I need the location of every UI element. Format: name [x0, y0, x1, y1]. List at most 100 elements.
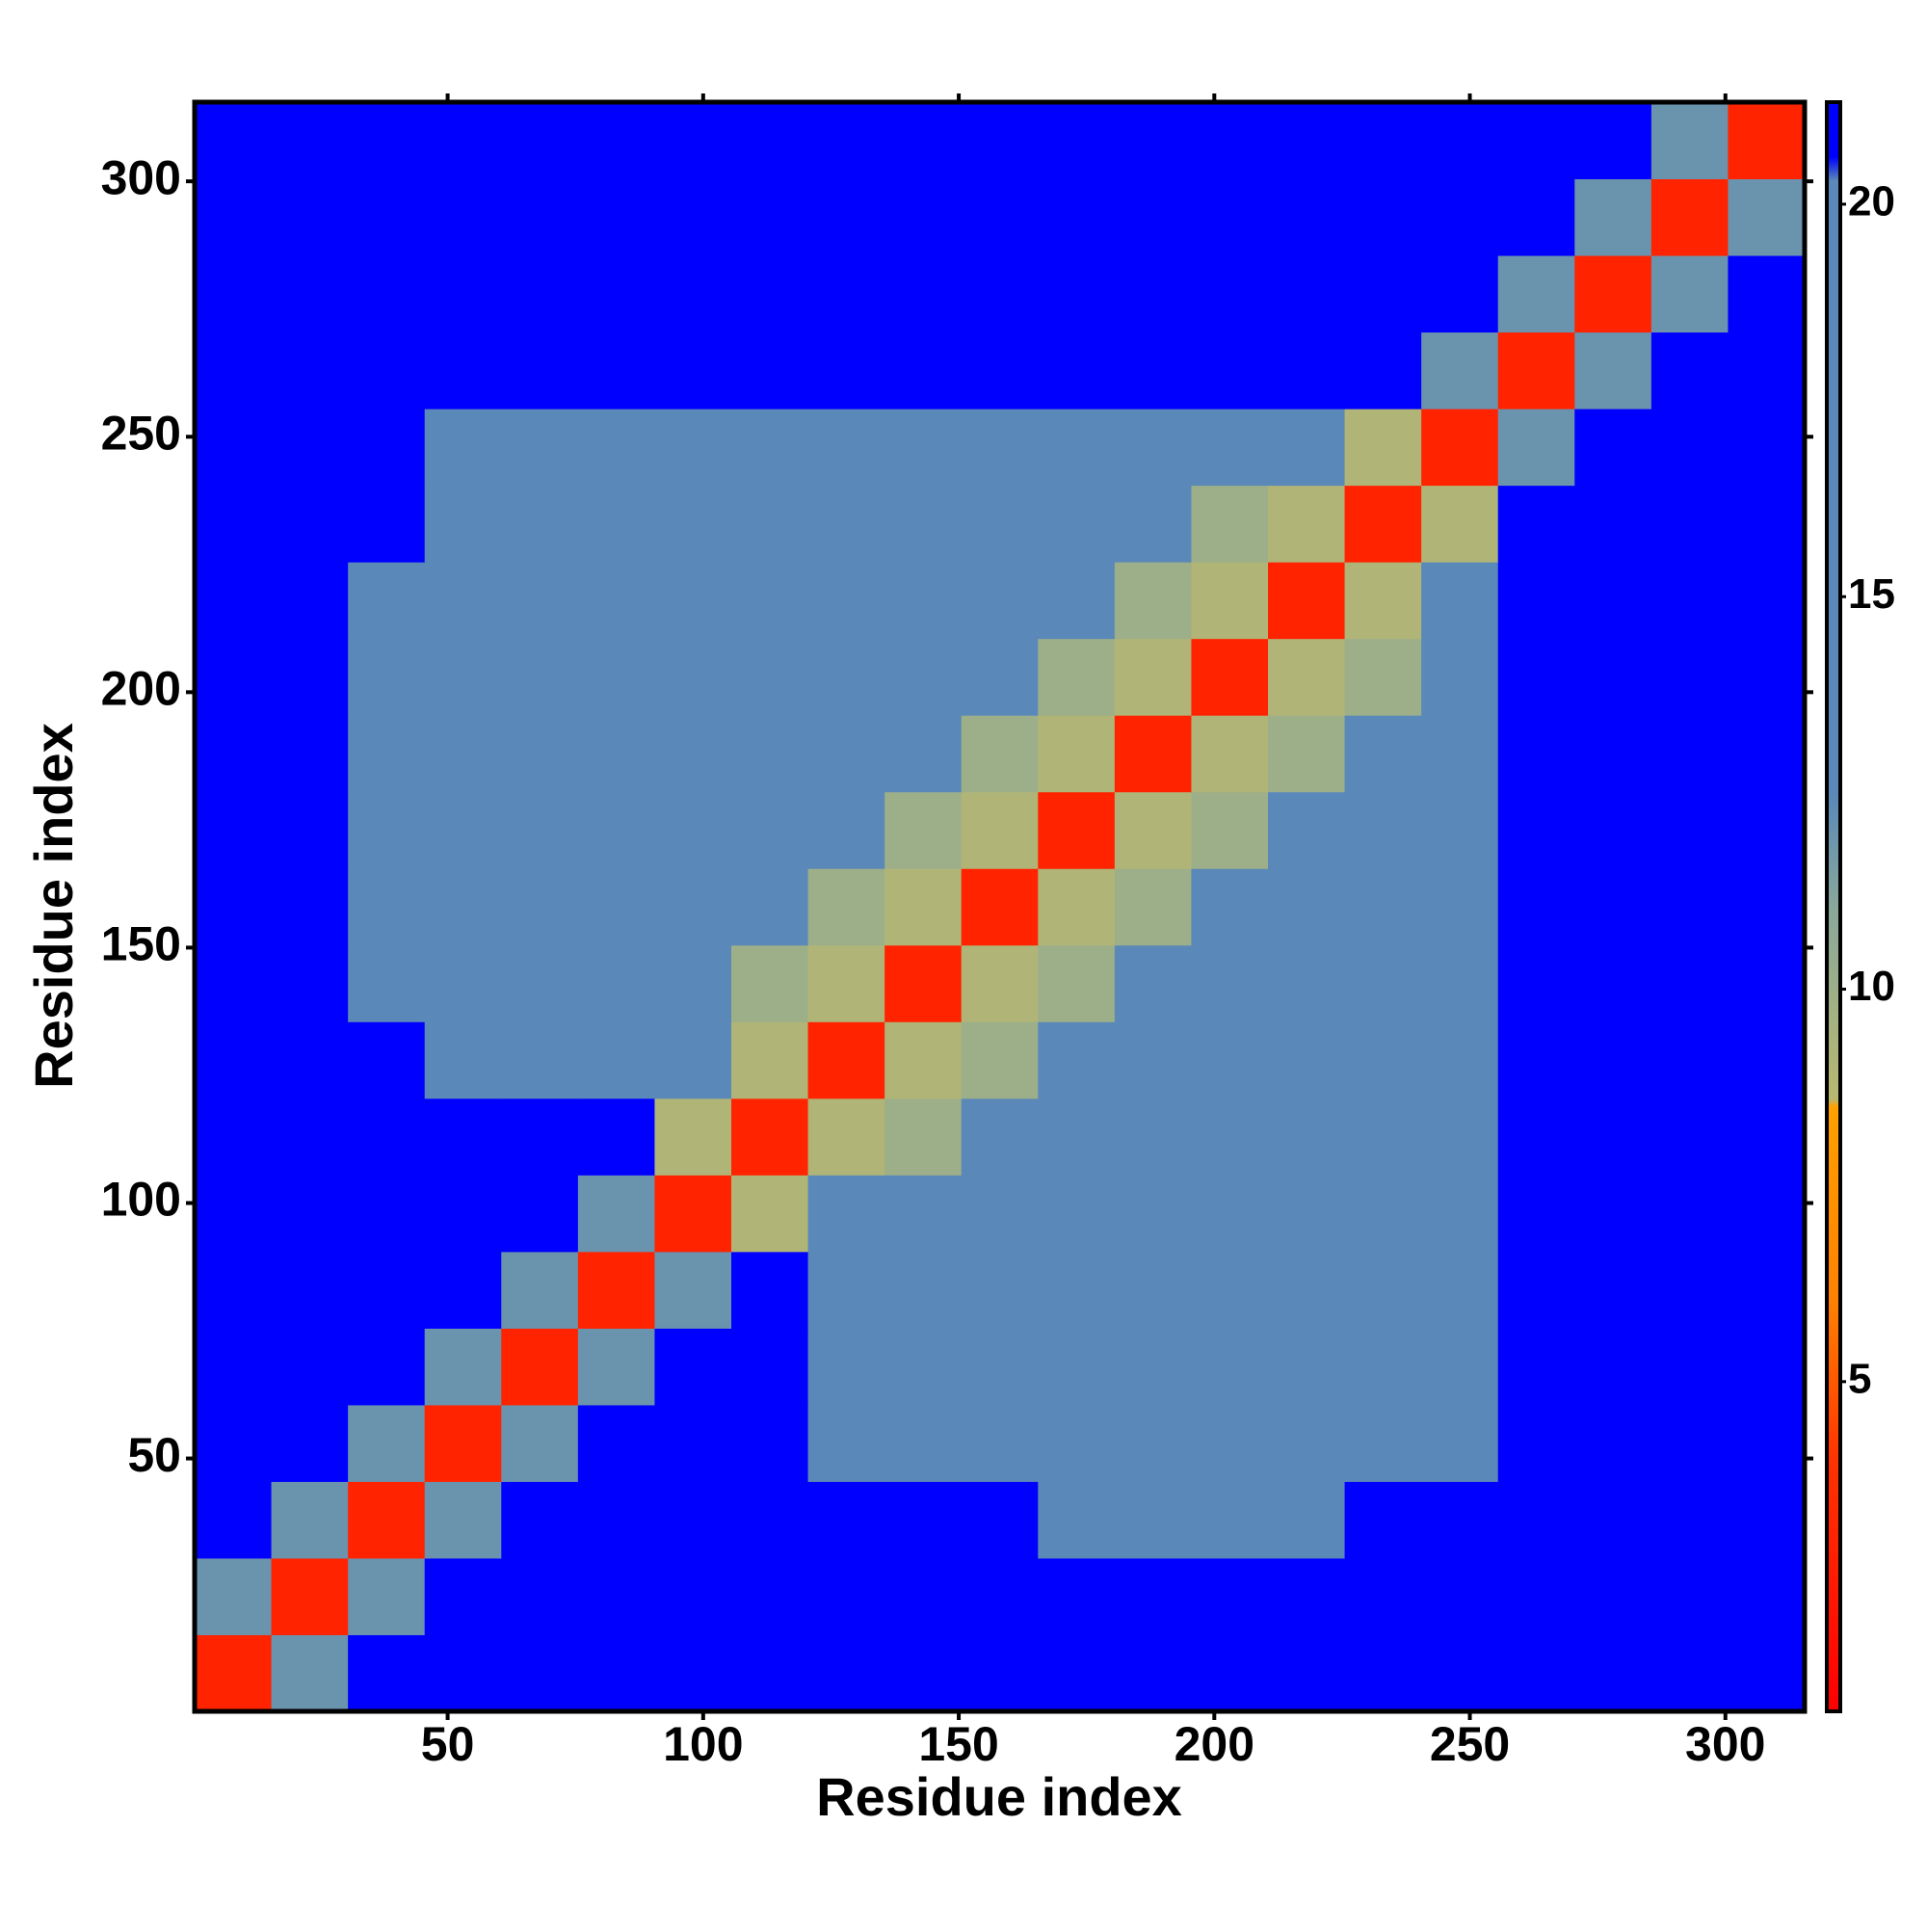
heatmap-cell: [807, 1404, 885, 1482]
heatmap-cell: [1191, 1098, 1269, 1176]
heatmap-cell: [348, 791, 426, 869]
heatmap-cell: [884, 1634, 963, 1712]
heatmap-cell: [1421, 178, 1499, 256]
heatmap-cell: [1114, 331, 1192, 410]
heatmap-cell: [807, 409, 885, 487]
heatmap-cell: [1421, 485, 1499, 563]
heatmap-cell: [1497, 638, 1575, 716]
heatmap-cell: [1421, 1021, 1499, 1099]
heatmap-cell: [1268, 1634, 1346, 1712]
heatmap-cell: [501, 1251, 579, 1329]
heatmap-cell: [1114, 1404, 1192, 1482]
heatmap-cell: [1344, 868, 1422, 946]
heatmap-cell: [884, 1481, 963, 1559]
heatmap-cell: [1344, 409, 1422, 487]
heatmap-cell: [348, 1328, 426, 1406]
heatmap-cell: [807, 1098, 885, 1176]
heatmap-cell: [731, 178, 809, 256]
heatmap-cell: [654, 638, 732, 716]
heatmap-cell: [1497, 1404, 1575, 1482]
heatmap-cell: [271, 102, 349, 180]
heatmap-cell: [195, 638, 273, 716]
heatmap-cell: [501, 868, 579, 946]
heatmap-cell: [501, 178, 579, 256]
heatmap-cell: [501, 944, 579, 1022]
heatmap-cell: [501, 1481, 579, 1559]
y-tick-label: 50: [127, 1428, 181, 1482]
heatmap-cell: [1268, 102, 1346, 180]
heatmap-cell: [1191, 562, 1269, 640]
heatmap-cell: [731, 791, 809, 869]
heatmap-cell: [1574, 1557, 1652, 1635]
heatmap-cell: [654, 331, 732, 410]
heatmap-cell: [1650, 1634, 1729, 1712]
x-tick-label: 100: [663, 1717, 743, 1771]
heatmap-cell: [195, 944, 273, 1022]
heatmap-cell: [1191, 102, 1269, 180]
heatmap-cell: [807, 715, 885, 793]
heatmap-cell: [348, 1634, 426, 1712]
heatmap-cell: [348, 331, 426, 410]
heatmap-cell: [424, 102, 502, 180]
heatmap-cell: [1650, 409, 1729, 487]
heatmap-cell: [1344, 638, 1422, 716]
heatmap-cell: [1268, 331, 1346, 410]
heatmap-cell: [195, 409, 273, 487]
y-tick-label: 250: [101, 406, 181, 460]
heatmap-cell: [1038, 638, 1116, 716]
heatmap-cell: [961, 255, 1039, 333]
heatmap-cell: [807, 868, 885, 946]
heatmap-cell: [654, 255, 732, 333]
heatmap-cell: [884, 331, 963, 410]
heatmap-cell: [807, 1328, 885, 1406]
heatmap-cell: [271, 1175, 349, 1253]
heatmap-cell: [424, 1251, 502, 1329]
heatmap-cell: [577, 102, 655, 180]
heatmap-cell: [1191, 868, 1269, 946]
heatmap-cell: [424, 1557, 502, 1635]
heatmap-cell: [1114, 1557, 1192, 1635]
heatmap-cell: [1497, 1557, 1575, 1635]
heatmap-cell: [807, 1634, 885, 1712]
heatmap-cell: [731, 1328, 809, 1406]
heatmap-cell: [1191, 944, 1269, 1022]
heatmap-cell: [195, 485, 273, 563]
colorbar-tick-label: 15: [1848, 570, 1895, 618]
heatmap-cell: [1421, 1634, 1499, 1712]
heatmap-cell: [1114, 1481, 1192, 1559]
heatmap-cell: [1038, 1404, 1116, 1482]
heatmap-cell: [271, 715, 349, 793]
heatmap-cell: [961, 1404, 1039, 1482]
heatmap-cell: [195, 791, 273, 869]
heatmap-cell: [1497, 331, 1575, 410]
heatmap-cell: [271, 485, 349, 563]
heatmap-cell: [195, 562, 273, 640]
heatmap-cell: [1728, 331, 1806, 410]
heatmap-cell: [577, 1557, 655, 1635]
heatmap-cell: [577, 1634, 655, 1712]
heatmap-cell: [424, 638, 502, 716]
heatmap-cell: [1268, 1557, 1346, 1635]
heatmap-cell: [577, 409, 655, 487]
heatmap-cell: [271, 409, 349, 487]
heatmap-cell: [501, 791, 579, 869]
heatmap-cell: [1650, 1557, 1729, 1635]
heatmap-cell: [195, 1557, 273, 1635]
heatmap-cell: [501, 409, 579, 487]
heatmap-cell: [1421, 1175, 1499, 1253]
heatmap-cell: [654, 1404, 732, 1482]
axes: 50 100 150 200 250 300 50 100 150 200 250 300 5 10 15 2…: [101, 93, 1895, 1771]
heatmap-cell: [961, 791, 1039, 869]
x-tick-label: 50: [421, 1717, 475, 1771]
heatmap-cell: [348, 1481, 426, 1559]
heatmap-cell: [1497, 1328, 1575, 1406]
heatmap-cell: [1728, 944, 1806, 1022]
heatmap-cell: [1728, 638, 1806, 716]
heatmap-cell: [1268, 1404, 1346, 1482]
heatmap-cell: [348, 255, 426, 333]
heatmap-cell: [884, 178, 963, 256]
heatmap-cell: [577, 1404, 655, 1482]
heatmap-cell: [1728, 1404, 1806, 1482]
heatmap-cell: [884, 944, 963, 1022]
heatmap-cell: [654, 178, 732, 256]
